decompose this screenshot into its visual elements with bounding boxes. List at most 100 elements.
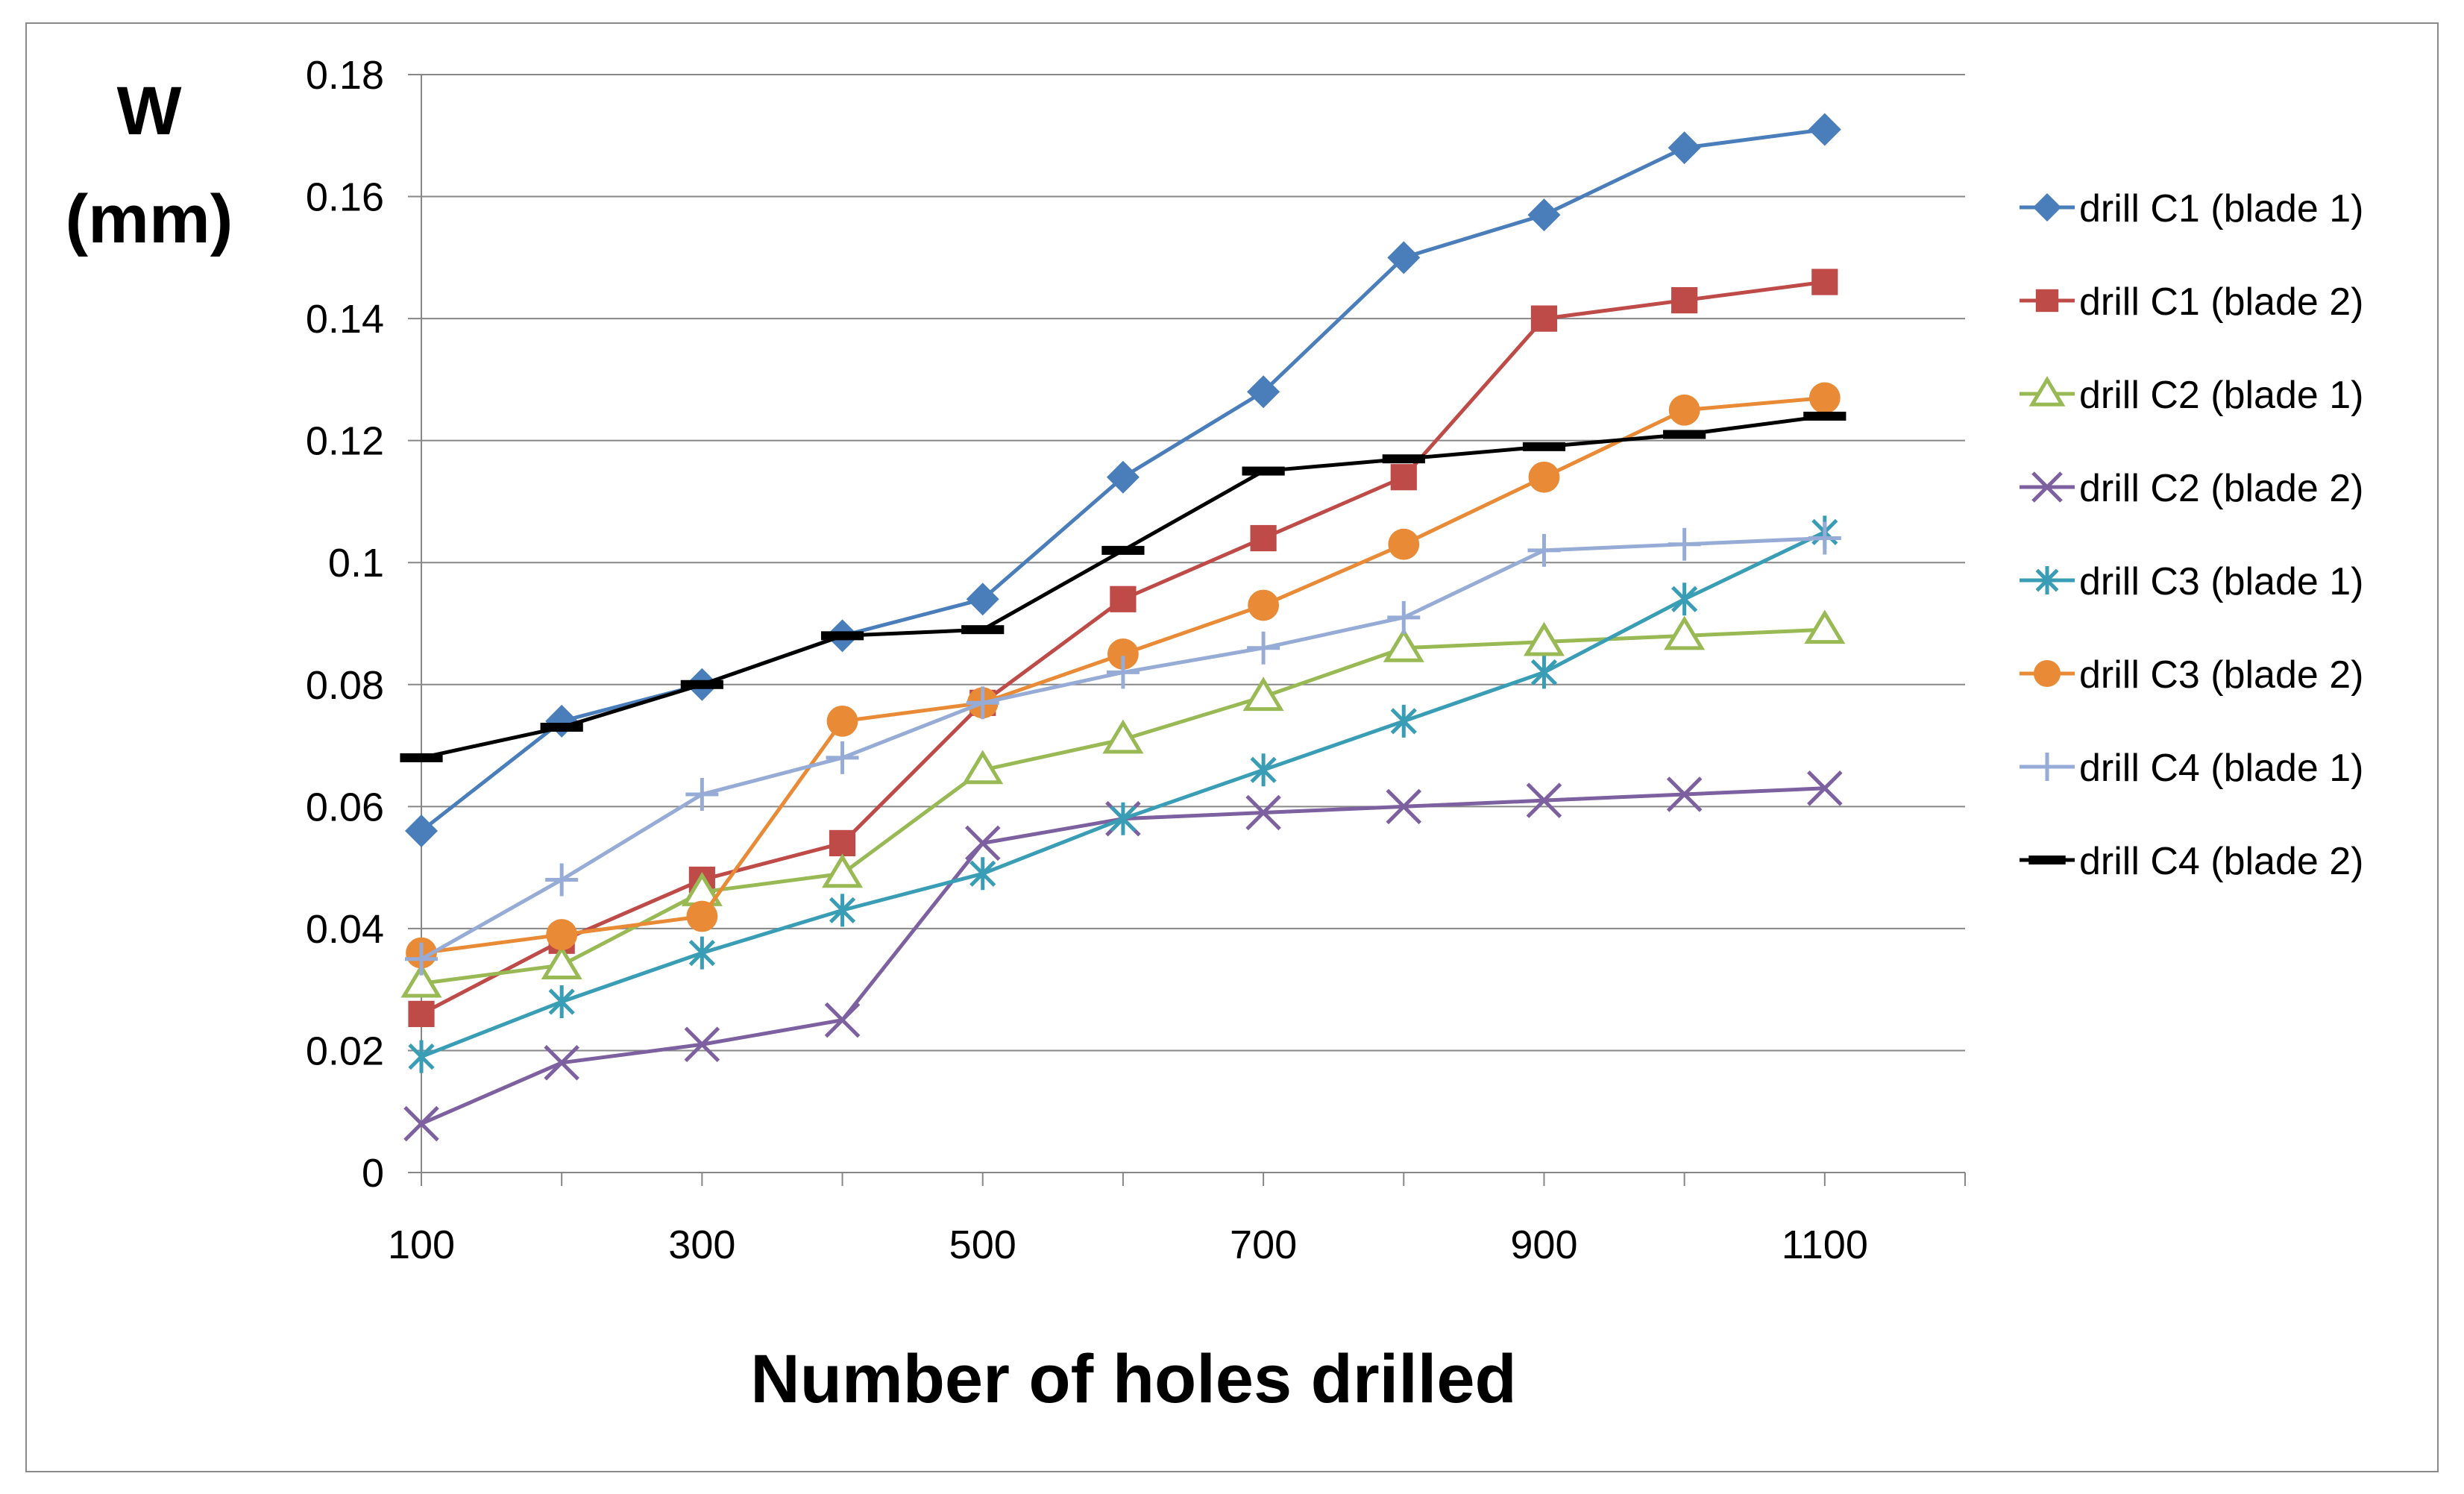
legend-marker xyxy=(2033,193,2061,222)
x-axis-label: Number of holes drilled xyxy=(750,1341,1516,1417)
legend-marker xyxy=(2033,753,2061,781)
data-point xyxy=(1811,269,1838,295)
data-point xyxy=(1247,375,1280,409)
data-point xyxy=(544,1045,579,1081)
data-point xyxy=(1106,460,1140,494)
data-point xyxy=(1530,305,1558,332)
data-point xyxy=(1666,776,1703,812)
legend-marker xyxy=(2031,471,2063,503)
x-tick-label: 100 xyxy=(388,1222,455,1267)
y-axis-label-line1: W xyxy=(117,73,182,149)
data-point xyxy=(1527,198,1561,232)
data-point xyxy=(541,945,582,979)
data-point xyxy=(1390,704,1417,738)
data-point xyxy=(1668,394,1700,426)
data-point xyxy=(408,1000,435,1027)
data-point xyxy=(1668,131,1701,165)
data-point xyxy=(1245,794,1281,831)
legend-item-6: drill C3 (blade 2) xyxy=(2020,653,2364,697)
data-point xyxy=(403,1105,439,1142)
data-point xyxy=(1671,583,1698,616)
data-point xyxy=(548,985,575,1019)
y-tick-label: 0.14 xyxy=(306,297,384,342)
y-tick-label: 0 xyxy=(362,1151,384,1196)
y-tick-label: 0.06 xyxy=(306,785,384,829)
data-point xyxy=(405,942,438,976)
data-point xyxy=(826,705,858,737)
data-point xyxy=(1388,528,1420,560)
legend-item-4: drill C2 (blade 2) xyxy=(2020,467,2364,510)
data-point xyxy=(408,1040,435,1073)
data-point xyxy=(964,825,1001,861)
x-tick-label: 500 xyxy=(949,1222,1016,1267)
legend-label: drill C3 (blade 2) xyxy=(2079,653,2364,697)
legend: drill C1 (blade 1) drill C1 (blade 2) dril… xyxy=(2020,187,2364,883)
series-group xyxy=(400,113,1847,1142)
data-point xyxy=(685,777,719,811)
x-tick-label: 900 xyxy=(1510,1222,1577,1267)
y-tick-label: 0.18 xyxy=(306,53,384,98)
y-tick-label: 0.12 xyxy=(306,419,384,464)
series-6 xyxy=(406,382,1841,969)
data-point xyxy=(1522,442,1566,451)
y-axis-label-line2: (mm) xyxy=(66,181,233,257)
data-point xyxy=(962,750,1004,785)
data-point xyxy=(1110,802,1137,835)
legend-marker xyxy=(2035,289,2059,313)
data-point xyxy=(1383,627,1424,662)
y-tick-label: 0.16 xyxy=(306,175,384,220)
data-point xyxy=(824,1002,861,1038)
data-point xyxy=(545,863,579,897)
legend-marker xyxy=(2033,659,2061,688)
series-5 xyxy=(408,515,1838,1073)
data-point xyxy=(1250,753,1277,787)
legend-marker xyxy=(2028,376,2066,407)
data-point xyxy=(826,741,859,774)
data-point xyxy=(829,829,856,856)
y-tick-label: 0.1 xyxy=(328,541,384,586)
y-tick-label: 0.02 xyxy=(306,1029,384,1073)
y-tick-labels: 0 0.02 0.04 0.06 0.08 0.1 0.12 0.14 0.16 0.18 xyxy=(306,53,384,1196)
data-point xyxy=(400,753,443,762)
grid xyxy=(408,74,1965,1173)
legend-label: drill C4 (blade 2) xyxy=(2079,840,2364,883)
data-point xyxy=(1528,461,1560,493)
data-point xyxy=(1106,656,1140,689)
data-point xyxy=(540,723,583,732)
data-point xyxy=(1530,656,1558,689)
data-point xyxy=(400,963,442,998)
data-point xyxy=(1110,586,1137,612)
data-point xyxy=(961,625,1005,635)
data-point xyxy=(1386,788,1422,825)
data-point xyxy=(969,857,996,891)
data-point xyxy=(1523,621,1565,656)
data-point xyxy=(1527,533,1561,567)
series-8 xyxy=(400,411,1847,762)
data-point xyxy=(1102,719,1144,754)
data-point xyxy=(829,894,856,927)
data-point xyxy=(545,704,579,738)
data-point xyxy=(1668,527,1701,561)
x-tick-label: 300 xyxy=(668,1222,735,1267)
data-point xyxy=(1382,454,1425,464)
legend-item-3: drill C2 (blade 1) xyxy=(2020,374,2364,417)
data-point xyxy=(546,919,578,950)
data-point xyxy=(1248,589,1279,621)
series-3 xyxy=(400,609,1846,998)
legend-label: drill C4 (blade 1) xyxy=(2079,747,2364,790)
y-tick-label: 0.04 xyxy=(306,907,384,952)
data-point xyxy=(1808,521,1841,555)
data-point xyxy=(1387,241,1421,274)
data-point xyxy=(1526,782,1562,818)
data-point xyxy=(1242,677,1284,712)
data-point xyxy=(1671,286,1698,314)
legend-label: drill C3 (blade 1) xyxy=(2079,560,2364,603)
data-point xyxy=(684,1026,720,1063)
data-point xyxy=(1390,464,1417,491)
legend-label: drill C2 (blade 1) xyxy=(2079,374,2364,417)
legend-item-7: drill C4 (blade 1) xyxy=(2020,747,2364,790)
data-point xyxy=(1807,770,1843,806)
x-tick-label: 1100 xyxy=(1782,1222,1868,1267)
series-7 xyxy=(405,521,1841,976)
